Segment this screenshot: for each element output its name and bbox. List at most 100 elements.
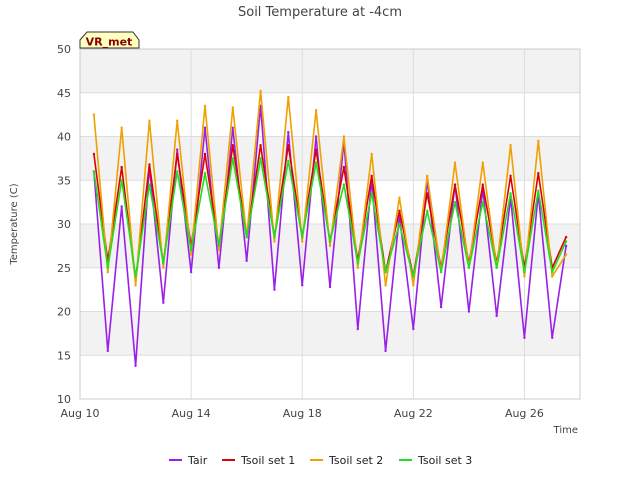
data-point-tsoil-set-3 <box>189 249 193 252</box>
data-point-tsoil-set-2 <box>481 161 484 164</box>
data-point-tsoil-set-1 <box>314 148 318 151</box>
series-lines <box>92 89 568 367</box>
data-point-tsoil-set-3 <box>245 235 248 239</box>
badge-label: VR_met <box>86 36 133 49</box>
y-tick-label: 35 <box>57 174 71 187</box>
grid-band <box>80 49 580 93</box>
data-point-tsoil-set-3 <box>162 262 165 265</box>
data-point-tsoil-set-1 <box>92 152 96 156</box>
y-tick-label: 30 <box>57 218 71 231</box>
data-point-tsoil-set-3 <box>426 209 429 213</box>
legend-label-tsoil-set-3: Tsoil set 3 <box>417 454 472 467</box>
data-point-tsoil-set-1 <box>287 144 290 147</box>
y-tick-label: 20 <box>57 306 71 319</box>
data-point-tsoil-set-1 <box>537 172 540 175</box>
data-point-tsoil-set-1 <box>259 144 262 147</box>
data-point-tair <box>523 336 526 339</box>
data-point-tair <box>106 349 109 353</box>
chart-title: Soil Temperature at -4cm <box>238 5 402 20</box>
data-point-tair <box>439 305 443 309</box>
data-point-tsoil-set-2 <box>106 270 109 274</box>
data-point-tsoil-set-2 <box>259 89 262 93</box>
data-point-tsoil-set-1 <box>342 165 346 169</box>
data-point-tsoil-set-2 <box>412 284 415 287</box>
data-point-tsoil-set-2 <box>551 275 554 278</box>
data-point-tair <box>564 244 568 248</box>
x-tick-label: Aug 18 <box>283 407 322 420</box>
data-point-tsoil-set-2 <box>301 240 304 243</box>
data-point-tsoil-set-1 <box>148 163 151 166</box>
x-tick-label: Aug 26 <box>505 407 544 420</box>
y-tick-label: 45 <box>57 87 71 100</box>
data-point-tsoil-set-3 <box>564 240 568 243</box>
data-point-tsoil-set-1 <box>509 174 512 178</box>
y-tick-label: 10 <box>57 393 71 406</box>
data-point-tsoil-set-3 <box>412 275 415 278</box>
data-point-tair <box>162 301 165 304</box>
data-point-tsoil-set-1 <box>176 152 179 156</box>
legend-label-tair: Tair <box>187 454 208 467</box>
x-tick-label: Aug 22 <box>394 407 433 420</box>
data-point-tsoil-set-3 <box>106 266 109 269</box>
data-point-tsoil-set-3 <box>523 270 526 274</box>
data-point-tsoil-set-3 <box>551 270 554 274</box>
data-point-tsoil-set-2 <box>203 104 207 108</box>
vr-met-badge: VR_met <box>79 31 140 49</box>
data-point-tair <box>217 266 221 269</box>
data-point-tsoil-set-3 <box>176 170 179 173</box>
data-point-tsoil-set-3 <box>259 157 262 160</box>
data-point-tair <box>467 310 471 313</box>
data-point-tair <box>314 135 318 138</box>
data-point-tsoil-set-3 <box>370 192 373 195</box>
data-point-tsoil-set-3 <box>453 200 457 204</box>
data-point-tsoil-set-2 <box>134 284 137 287</box>
data-point-tsoil-set-3 <box>148 183 151 186</box>
data-point-tsoil-set-2 <box>328 244 332 248</box>
data-point-tair <box>412 327 415 331</box>
data-point-tsoil-set-2 <box>537 139 540 143</box>
data-point-tsoil-set-3 <box>495 266 498 269</box>
data-point-tsoil-set-3 <box>384 270 387 274</box>
x-axis-label: Time <box>553 425 578 436</box>
data-point-tsoil-set-3 <box>314 161 318 164</box>
data-point-tair <box>273 288 276 291</box>
data-point-tsoil-set-3 <box>203 172 207 175</box>
data-point-tsoil-set-3 <box>398 222 401 226</box>
data-point-tsoil-set-2 <box>92 113 96 116</box>
data-point-tsoil-set-1 <box>231 144 234 147</box>
y-tick-label: 15 <box>57 349 71 362</box>
data-point-tsoil-set-3 <box>509 192 512 195</box>
data-point-tair <box>384 349 387 353</box>
data-point-tsoil-set-2 <box>162 266 165 269</box>
data-point-tsoil-set-2 <box>398 196 401 199</box>
data-point-tsoil-set-2 <box>176 119 179 122</box>
y-axis-label: Temperature (C) <box>9 183 20 265</box>
data-point-tsoil-set-2 <box>509 144 512 147</box>
legend-label-tsoil-set-2: Tsoil set 2 <box>328 454 383 467</box>
data-point-tair <box>551 336 554 339</box>
y-axis-ticks: 10 15 20 25 30 35 40 45 50 <box>57 43 71 406</box>
legend: Tair Tsoil set 1 Tsoil set 2 Tsoil set 3 <box>169 454 472 467</box>
data-point-tair <box>134 364 137 367</box>
data-point-tsoil-set-2 <box>189 253 193 256</box>
x-tick-label: Aug 14 <box>172 407 211 420</box>
badge-shape <box>79 31 140 49</box>
legend-label-tsoil-set-1: Tsoil set 1 <box>240 454 295 467</box>
y-tick-label: 50 <box>57 43 71 56</box>
data-point-tair <box>120 205 123 208</box>
data-point-tsoil-set-1 <box>453 183 457 186</box>
data-point-tsoil-set-3 <box>217 244 221 248</box>
data-point-tsoil-set-3 <box>342 183 346 186</box>
data-point-tsoil-set-3 <box>301 235 304 239</box>
data-point-tair <box>495 314 498 318</box>
data-point-tsoil-set-2 <box>120 126 123 129</box>
grid-bands <box>80 49 580 356</box>
data-point-tsoil-set-2 <box>217 249 221 252</box>
data-point-tsoil-set-2 <box>342 135 346 138</box>
data-point-tsoil-set-2 <box>287 95 290 99</box>
data-point-tsoil-set-3 <box>481 200 484 204</box>
data-point-tsoil-set-2 <box>314 109 318 112</box>
y-tick-label: 40 <box>57 131 71 144</box>
data-point-tsoil-set-3 <box>356 262 359 265</box>
